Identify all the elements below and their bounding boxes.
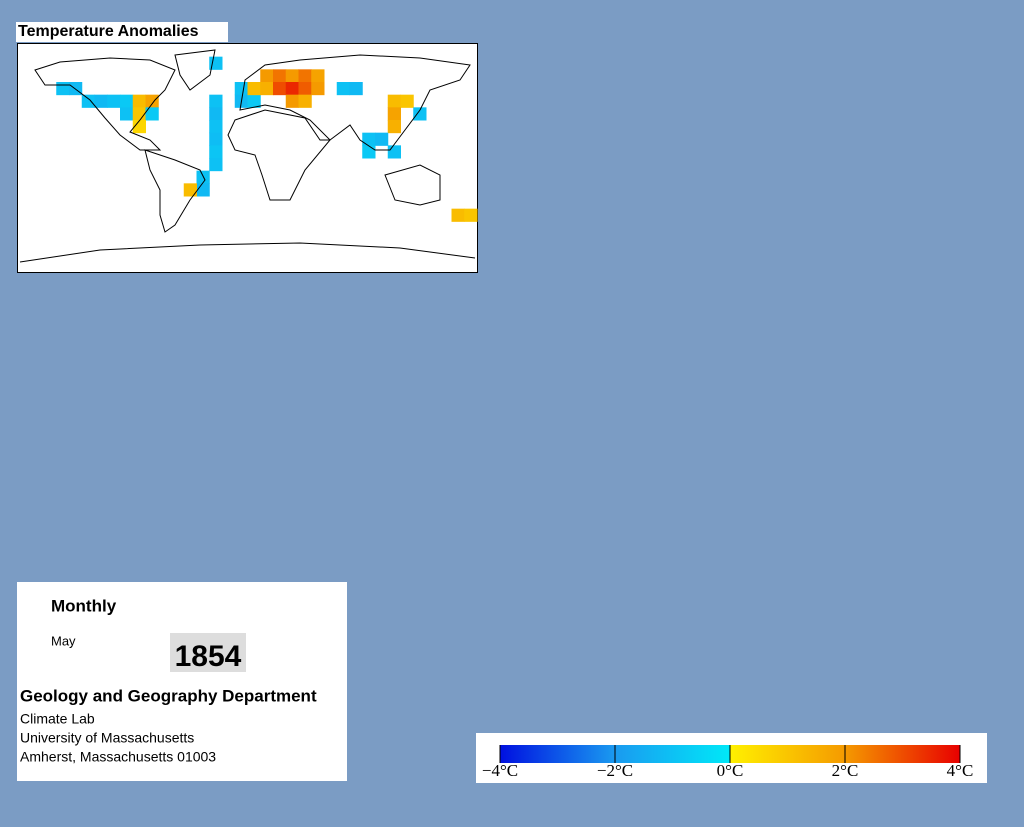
- anomaly-cell: [298, 82, 312, 96]
- info-line: University of Massachusetts: [20, 730, 194, 746]
- anomaly-cell: [94, 94, 108, 108]
- anomaly-cell: [298, 69, 312, 83]
- anomaly-cell: [387, 107, 401, 121]
- anomaly-cell: [209, 132, 223, 146]
- anomaly-cell: [56, 82, 70, 96]
- colorbar-ticks: −4°C −2°C 0°C 2°C 4°C: [482, 745, 973, 780]
- anomaly-cell: [298, 94, 312, 108]
- department: Geology and Geography Department: [20, 686, 317, 705]
- period: Monthly: [51, 596, 117, 615]
- anomaly-cell: [400, 94, 414, 108]
- anomaly-cell: [285, 69, 299, 83]
- anomaly-cell: [375, 132, 389, 146]
- anomaly-cell: [387, 94, 401, 108]
- colorbar-label: 0°C: [717, 761, 744, 780]
- colorbar-label: −4°C: [482, 761, 518, 780]
- anomaly-cell: [311, 82, 325, 96]
- info-panel: [17, 582, 347, 781]
- anomaly-cell: [362, 132, 376, 146]
- anomaly-cell: [145, 107, 159, 121]
- anomaly-cell: [209, 120, 223, 134]
- map-title: Temperature Anomalies: [18, 23, 199, 40]
- coastlines: [19, 49, 476, 263]
- anomaly-cell: [362, 145, 376, 159]
- info-line: Climate Lab: [20, 711, 95, 727]
- anomaly-cell: [81, 94, 95, 108]
- year-bg: [170, 633, 246, 672]
- anomaly-cell: [260, 69, 274, 83]
- anomaly-cell: [349, 82, 363, 96]
- anomaly-cell: [285, 82, 299, 96]
- anomaly-cell: [413, 107, 427, 121]
- anomaly-cell: [285, 94, 299, 108]
- anomaly-cell: [247, 94, 261, 108]
- anomaly-cell: [120, 107, 134, 121]
- anomaly-cell: [234, 82, 248, 96]
- title-bg: [16, 22, 228, 42]
- anomaly-cell: [196, 183, 210, 197]
- anomaly-cell: [209, 94, 223, 108]
- anomaly-cell: [183, 183, 197, 197]
- anomaly-cell: [273, 82, 287, 96]
- anomaly-cell: [247, 82, 261, 96]
- anomaly-cell: [451, 208, 465, 222]
- anomaly-cell: [145, 94, 159, 108]
- colorbar-label: 4°C: [947, 761, 974, 780]
- anomaly-cell: [273, 69, 287, 83]
- anomaly-cell: [260, 82, 274, 96]
- anomaly-cell: [107, 94, 121, 108]
- info-line: Amherst, Massachusetts 01003: [20, 749, 216, 765]
- colorbar-label: −2°C: [597, 761, 633, 780]
- anomaly-cell: [387, 120, 401, 134]
- year: 1854: [175, 640, 242, 673]
- month: May: [51, 633, 76, 648]
- anomaly-cell: [464, 208, 478, 222]
- anomaly-cell: [209, 107, 223, 121]
- anomaly-cell: [132, 120, 146, 134]
- anomaly-cell: [387, 145, 401, 159]
- anomaly-cell: [120, 94, 134, 108]
- anomaly-cell: [132, 94, 146, 108]
- anomaly-cell: [209, 158, 223, 172]
- anomaly-cell: [209, 145, 223, 159]
- anomaly-cell: [311, 69, 325, 83]
- colorbar-label: 2°C: [832, 761, 859, 780]
- anomaly-cell: [336, 82, 350, 96]
